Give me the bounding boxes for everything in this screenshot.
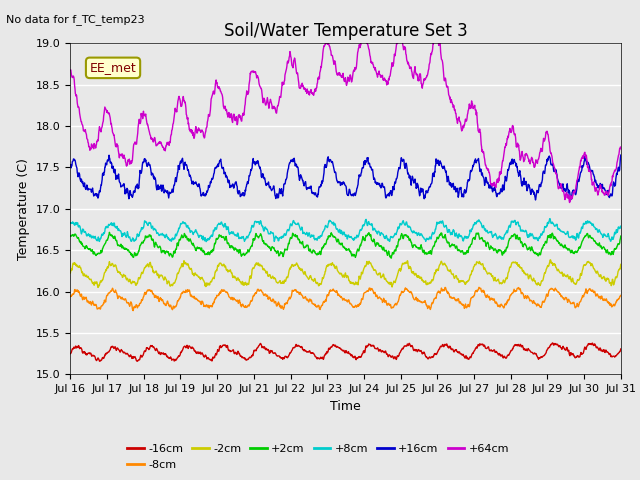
-8cm	[189, 294, 197, 300]
-16cm	[431, 351, 439, 357]
+2cm	[432, 239, 440, 245]
-16cm	[176, 353, 184, 359]
Legend: -16cm, -8cm, -2cm, +2cm, +8cm, +16cm, +64cm: -16cm, -8cm, -2cm, +2cm, +8cm, +16cm, +6…	[123, 440, 513, 474]
-16cm	[504, 353, 511, 359]
+16cm	[431, 169, 439, 175]
+8cm	[617, 224, 625, 229]
-16cm	[617, 346, 625, 352]
+2cm	[176, 237, 184, 243]
+2cm	[251, 237, 259, 242]
Line: -16cm: -16cm	[70, 343, 621, 361]
-2cm	[189, 272, 197, 277]
-2cm	[251, 264, 259, 269]
-8cm	[504, 299, 511, 304]
+2cm	[67, 233, 74, 239]
+16cm	[175, 167, 183, 172]
+64cm	[360, 27, 368, 33]
-8cm	[475, 285, 483, 290]
+16cm	[189, 179, 196, 185]
+64cm	[175, 96, 183, 101]
Y-axis label: Temperature (C): Temperature (C)	[17, 158, 30, 260]
-2cm	[504, 276, 511, 281]
+2cm	[189, 240, 197, 246]
-2cm	[552, 264, 560, 270]
+64cm	[566, 200, 573, 205]
-8cm	[129, 308, 137, 313]
+8cm	[67, 220, 74, 226]
+8cm	[504, 230, 511, 236]
+8cm	[189, 230, 196, 236]
-16cm	[67, 351, 74, 357]
-2cm	[176, 266, 184, 272]
+64cm	[504, 135, 511, 141]
Line: +2cm: +2cm	[70, 232, 621, 258]
+8cm	[431, 226, 439, 232]
+8cm	[202, 239, 210, 244]
-8cm	[176, 296, 184, 301]
+2cm	[387, 255, 395, 261]
+16cm	[552, 169, 559, 175]
-2cm	[547, 257, 554, 263]
+64cm	[552, 171, 559, 177]
-16cm	[552, 341, 560, 347]
+8cm	[175, 225, 183, 230]
-16cm	[96, 359, 104, 364]
+8cm	[552, 222, 560, 228]
-2cm	[431, 269, 439, 275]
+8cm	[251, 218, 259, 224]
+16cm	[617, 152, 625, 158]
Line: -2cm: -2cm	[70, 260, 621, 288]
+16cm	[250, 159, 258, 165]
-8cm	[251, 291, 259, 297]
+2cm	[552, 237, 560, 242]
-2cm	[617, 262, 625, 267]
-16cm	[549, 340, 557, 346]
+8cm	[546, 216, 554, 221]
-8cm	[617, 292, 625, 298]
-2cm	[67, 270, 74, 276]
Line: +64cm: +64cm	[70, 30, 621, 203]
-16cm	[189, 345, 197, 351]
+64cm	[250, 70, 258, 75]
Text: No data for f_TC_temp23: No data for f_TC_temp23	[6, 14, 145, 25]
+16cm	[67, 162, 74, 168]
+64cm	[617, 144, 625, 150]
Text: EE_met: EE_met	[90, 61, 136, 74]
+64cm	[67, 67, 74, 73]
+64cm	[431, 35, 439, 41]
Line: +16cm: +16cm	[70, 155, 621, 200]
+2cm	[106, 229, 113, 235]
+64cm	[189, 132, 196, 138]
+2cm	[617, 233, 625, 239]
-2cm	[94, 285, 102, 290]
Title: Soil/Water Temperature Set 3: Soil/Water Temperature Set 3	[224, 22, 467, 40]
-8cm	[67, 294, 74, 300]
+16cm	[532, 197, 540, 203]
+2cm	[504, 244, 511, 250]
Line: +8cm: +8cm	[70, 218, 621, 241]
+16cm	[503, 176, 511, 181]
-8cm	[552, 287, 560, 292]
Line: -8cm: -8cm	[70, 288, 621, 311]
-8cm	[431, 295, 439, 301]
X-axis label: Time: Time	[330, 400, 361, 413]
-16cm	[251, 348, 259, 353]
